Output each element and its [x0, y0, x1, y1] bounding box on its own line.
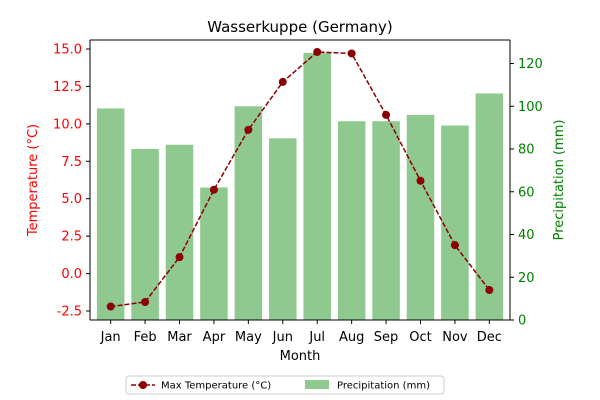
x-axis-title: Month [280, 349, 321, 364]
temperature-point [382, 110, 391, 119]
precipitation-bar [406, 114, 435, 320]
precipitation-bar [131, 149, 159, 320]
x-tick-label: Jul [308, 330, 325, 345]
precipitation-bar [269, 138, 297, 320]
precipitation-bar [234, 106, 263, 320]
precipitation-bar [200, 187, 228, 320]
temperature-point [313, 47, 322, 56]
x-tick-label: May [235, 330, 262, 345]
legend-box [125, 375, 445, 395]
temperature-point [485, 286, 494, 295]
y-right-tick-label: 120 [518, 57, 543, 72]
precipitation-bar [96, 108, 125, 321]
y-left-tick-label: 10.0 [53, 117, 82, 132]
precipitation-bar [372, 121, 400, 320]
y-left-tick-label: 7.5 [61, 155, 82, 170]
temperature-point [347, 49, 356, 58]
y-right-tick-label: 20 [518, 271, 535, 286]
x-tick-label: Feb [134, 330, 157, 345]
y-right-tick-label: 40 [518, 228, 535, 243]
temperature-line [110, 51, 490, 308]
legend: Max Temperature (°C) Precipitation (mm) [125, 375, 445, 395]
temperature-point [450, 241, 459, 250]
precipitation-bar [441, 125, 469, 320]
y-right-tick-label: 100 [518, 100, 543, 115]
bars-layer [96, 52, 504, 321]
y-right-tick-label: 80 [518, 143, 535, 158]
y-axis-left-title: Temperature (°C) [26, 124, 41, 237]
precipitation-bar [337, 121, 366, 320]
temperature-point [244, 125, 253, 134]
legend-line-marker [139, 381, 147, 389]
legend-bar-label: Precipitation (mm) [337, 381, 430, 392]
y-left-tick-label: 0.0 [61, 267, 82, 282]
x-tick-label: Apr [203, 330, 226, 345]
precipitation-bar [475, 93, 504, 320]
y-left-tick-label: 5.0 [61, 192, 82, 207]
y-left-tick-label: 15.0 [53, 42, 82, 57]
y-right-tick-label: 0 [518, 314, 526, 329]
temperature-point [278, 77, 287, 86]
ticks-layer: Jan Feb Mar Apr May Jun Jul Aug Sep Oct Nov Dec -2.5… [53, 42, 543, 345]
x-tick-label: Dec [477, 330, 502, 345]
x-tick-label: Oct [409, 330, 431, 345]
precipitation-bar [303, 52, 331, 320]
temperature-point [175, 253, 184, 262]
temperature-point [141, 298, 150, 307]
legend-bar-swatch [305, 380, 329, 389]
precipitation-bar [165, 144, 194, 320]
x-tick-label: Jan [100, 330, 121, 345]
x-tick-label: Nov [442, 330, 468, 345]
x-tick-label: Aug [339, 330, 364, 345]
y-axis-right-title: Precipitation (mm) [552, 120, 567, 241]
x-tick-label: Jun [272, 330, 293, 345]
x-tick-label: Mar [167, 330, 192, 345]
y-left-tick-label: 2.5 [61, 230, 82, 245]
y-left-tick-label: 12.5 [53, 80, 82, 95]
y-right-tick-label: 60 [518, 185, 535, 200]
x-tick-label: Sep [374, 330, 399, 345]
legend-line-label: Max Temperature (°C) [161, 381, 271, 392]
temperature-point [209, 185, 218, 194]
y-left-tick-label: -2.5 [57, 305, 82, 320]
temperature-point [106, 302, 115, 311]
line-layer [106, 47, 494, 311]
chart-title: Wasserkuppe (Germany) [207, 18, 393, 36]
temperature-point [416, 176, 425, 185]
